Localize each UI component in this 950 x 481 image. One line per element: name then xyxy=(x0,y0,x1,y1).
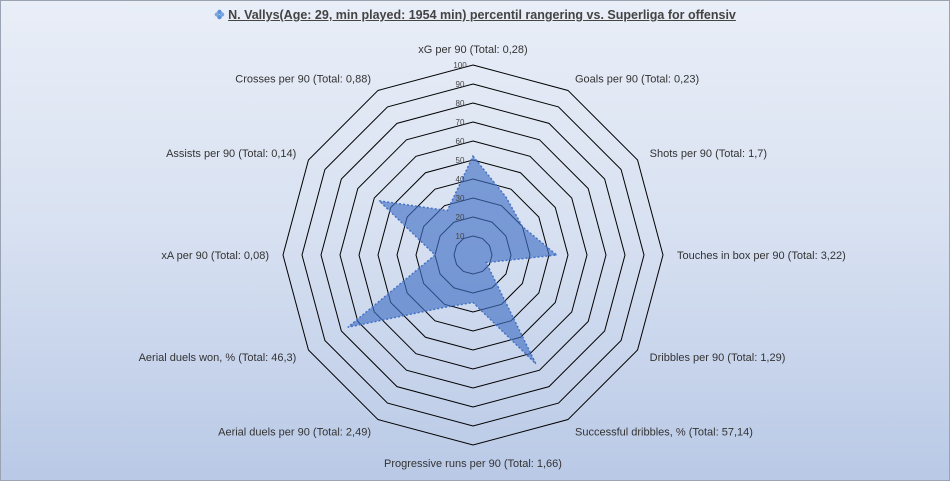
grid-ring xyxy=(339,121,607,389)
data-point xyxy=(556,254,558,256)
data-point xyxy=(347,326,349,328)
data-point xyxy=(446,210,448,212)
data-point xyxy=(378,200,380,202)
tick-label: 100 xyxy=(453,61,467,70)
tick-label: 70 xyxy=(456,118,465,127)
data-point xyxy=(485,262,487,264)
chart-title: N. Vallys(Age: 29, min played: 1954 min)… xyxy=(0,8,950,22)
tick-label: 60 xyxy=(456,137,465,146)
tick-label: 20 xyxy=(456,213,465,222)
tick-label: 90 xyxy=(456,80,465,89)
tick-label: 40 xyxy=(456,175,465,184)
tick-label: 50 xyxy=(456,156,465,165)
chart-title-text: N. Vallys(Age: 29, min played: 1954 min)… xyxy=(228,8,736,22)
tick-label: 10 xyxy=(456,232,465,241)
grid-ring xyxy=(301,83,645,427)
category-label: Progressive runs per 90 (Total: 1,66) xyxy=(384,458,562,470)
data-point xyxy=(442,307,444,309)
clover-icon xyxy=(214,9,225,20)
category-label: Dribbles per 90 (Total: 1,29) xyxy=(650,352,786,364)
grid-ring xyxy=(320,102,626,408)
tick-label: 80 xyxy=(456,99,465,108)
tick-label: 30 xyxy=(456,194,465,203)
category-label: Aerial duels won, % (Total: 46,3) xyxy=(139,352,297,364)
data-point xyxy=(472,155,474,157)
category-label: Crosses per 90 (Total: 0,88) xyxy=(235,73,371,85)
data-point xyxy=(521,226,523,227)
category-label: xA per 90 (Total: 0,08) xyxy=(161,250,269,262)
data-point xyxy=(472,302,474,303)
data-point xyxy=(535,363,537,365)
data-point xyxy=(505,196,507,198)
category-label: Touches in box per 90 (Total: 3,22) xyxy=(677,250,846,262)
category-label: Goals per 90 (Total: 0,23) xyxy=(575,73,699,85)
data-point xyxy=(434,254,436,256)
grid-ring xyxy=(358,140,588,370)
category-label: Successful dribbles, % (Total: 57,14) xyxy=(575,427,753,439)
category-label: Aerial duels per 90 (Total: 2,49) xyxy=(218,427,371,439)
category-label: xG per 90 (Total: 0,28) xyxy=(418,44,527,56)
category-label: Shots per 90 (Total: 1,7) xyxy=(650,148,767,160)
grid-ring xyxy=(282,64,664,446)
category-label: Assists per 90 (Total: 0,14) xyxy=(166,148,296,160)
